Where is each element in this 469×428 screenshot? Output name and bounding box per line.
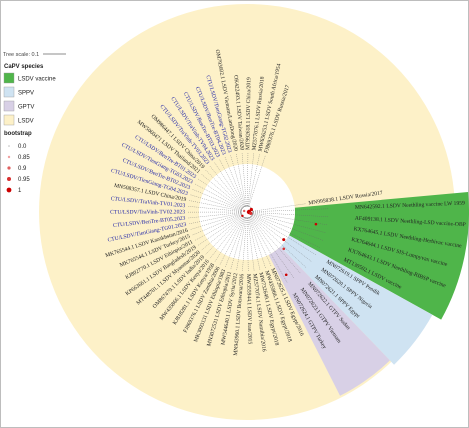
branch <box>219 217 245 266</box>
branch <box>252 212 329 218</box>
branch <box>236 217 247 272</box>
bootstrap-swatch <box>7 155 11 159</box>
branch <box>252 215 317 256</box>
species-label: LSDV <box>18 119 34 125</box>
bootstrap-label: 0.95 <box>18 177 30 183</box>
branch <box>249 217 272 267</box>
tree-branches <box>186 152 329 284</box>
bootstrap-swatch <box>6 187 12 193</box>
species-label: SPPV <box>18 91 34 97</box>
bootstrap-swatch <box>7 166 11 170</box>
branch <box>194 183 242 210</box>
bootstrap-legend-title: bootstrap <box>4 131 32 137</box>
leaf-label: MN642592.1 LSDV Neethling vaccine LW 195… <box>355 200 465 210</box>
bootstrap-node <box>314 222 318 226</box>
root-arc <box>240 205 254 219</box>
branch <box>204 216 243 256</box>
bootstrap-node <box>249 207 253 212</box>
bootstrap-node <box>241 214 244 218</box>
tree-scale-label: Tree scale: 0.1 <box>3 52 39 58</box>
bootstrap-swatch <box>8 145 10 147</box>
clade-background-sectors <box>39 4 469 420</box>
species-swatch <box>3 72 15 84</box>
branch <box>252 208 329 212</box>
bootstrap-label: 1 <box>18 188 22 194</box>
branch <box>230 154 246 207</box>
branch <box>224 156 245 207</box>
sppv-clade-background <box>280 235 433 365</box>
branch <box>246 217 249 272</box>
bootstrap-swatch <box>7 177 11 181</box>
branch <box>189 194 242 211</box>
species-swatch <box>3 100 15 112</box>
branch <box>252 203 307 212</box>
branch <box>248 153 260 207</box>
branch <box>191 214 242 236</box>
branch <box>230 217 246 270</box>
branch <box>248 217 261 271</box>
branch <box>209 165 244 208</box>
bootstrap-label: 0.9 <box>18 166 27 172</box>
branch <box>250 216 302 274</box>
branch <box>214 216 244 263</box>
species-legend: CaPV species LSDV vaccine SPPV GPTV LSDV <box>3 64 56 126</box>
branch <box>200 215 243 251</box>
species-swatch <box>3 114 15 126</box>
branch <box>252 213 327 234</box>
branch <box>247 217 255 272</box>
leaf-label: MT992618.1 LSDV China/2019 <box>245 77 252 150</box>
vaccine-clade-background <box>288 192 469 320</box>
branch <box>188 213 242 225</box>
bootstrap-node <box>242 209 246 213</box>
bootstrap-legend: bootstrap 0.0 0.85 0.9 0.95 1 <box>4 131 32 194</box>
branch <box>247 152 255 207</box>
branch <box>194 214 242 241</box>
species-label: LSDV vaccine <box>18 77 56 83</box>
leaf-label: CTU/LSDV/TraVinh-TV02.2023 <box>110 209 185 215</box>
branch <box>219 158 245 207</box>
branch <box>191 188 242 210</box>
branch <box>188 200 242 212</box>
gptv-clade-background <box>268 246 390 396</box>
bootstrap-node <box>249 211 253 215</box>
branch <box>252 213 324 241</box>
branch <box>224 217 245 268</box>
branch <box>200 173 243 209</box>
species-label: GPTV <box>18 105 34 111</box>
branch <box>204 169 243 208</box>
branch <box>187 212 242 219</box>
branch <box>251 215 313 263</box>
branch <box>189 213 242 230</box>
branch <box>251 215 307 269</box>
bootstrap-label: 0.85 <box>18 155 30 161</box>
branch <box>248 217 267 270</box>
branch <box>197 215 243 246</box>
branch <box>242 217 247 272</box>
branch <box>209 216 244 259</box>
species-legend-title: CaPV species <box>4 64 44 70</box>
bootstrap-markers <box>241 207 318 277</box>
branch <box>250 216 295 279</box>
tree-scale: Tree scale: 0.1 <box>3 52 66 58</box>
branch <box>246 152 249 207</box>
species-swatch <box>3 86 15 98</box>
branch <box>235 152 247 207</box>
branch <box>197 178 243 209</box>
branch <box>213 161 244 208</box>
bootstrap-label: 0.0 <box>18 144 27 150</box>
bootstrap-node <box>282 247 286 251</box>
branch <box>187 206 242 212</box>
leaf-label: MW355944.1 LSDV Iran/2015 <box>245 274 253 345</box>
branch <box>241 152 247 207</box>
branch <box>248 154 266 207</box>
branch <box>252 214 321 249</box>
branch <box>249 217 288 284</box>
bootstrap-node <box>284 273 288 277</box>
bootstrap-node <box>282 238 286 242</box>
branch <box>252 212 329 226</box>
